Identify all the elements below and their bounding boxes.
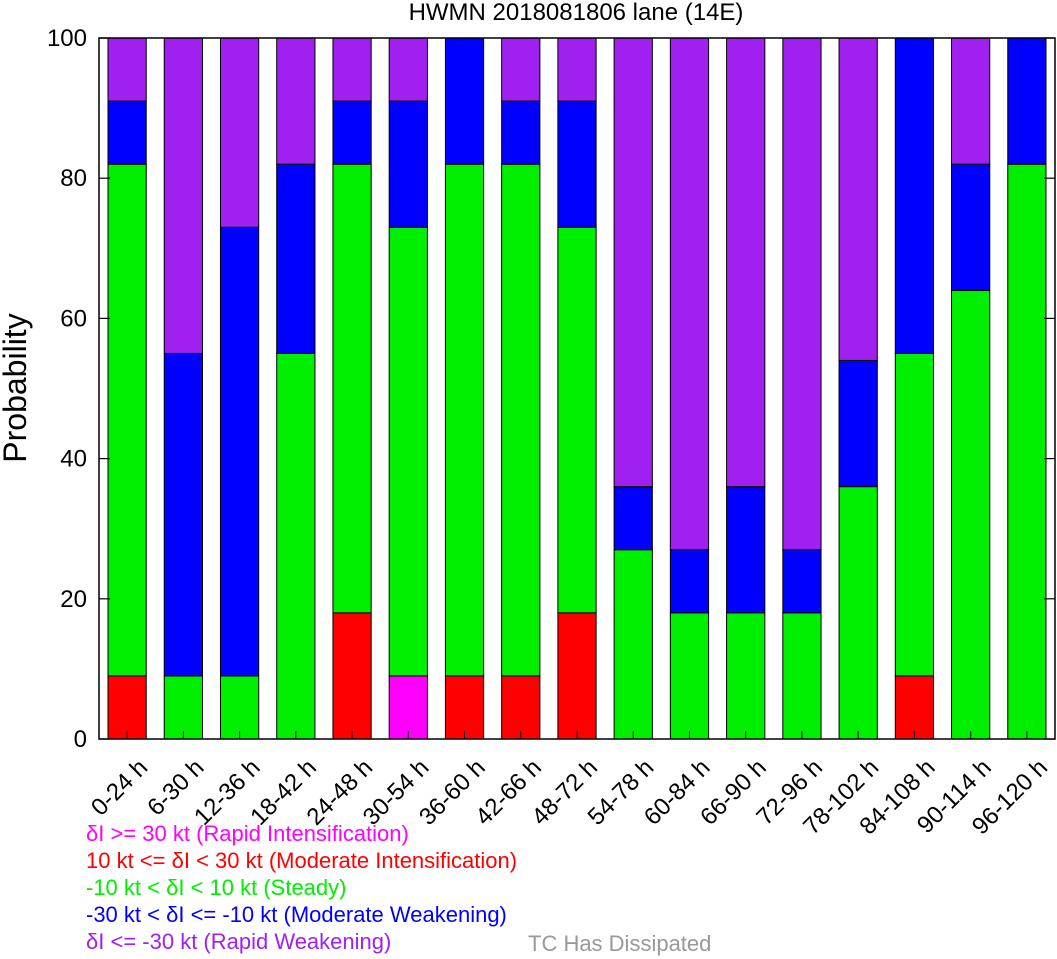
bar-segment-6-1 [444,675,485,740]
legend-item-dissipated: TC Has Dissipated [528,931,712,956]
bar-segment-6-2 [444,163,485,677]
bar-segment-0-3 [107,100,147,165]
bar-segment-6-3 [444,37,485,165]
bar-segment-15-4 [951,37,991,165]
y-ticks-group: 0 20 40 60 80 100 [47,25,1055,753]
bar-segment-10-4 [669,37,710,551]
bars-group [107,37,1047,740]
bar-segment-4-4 [332,37,372,102]
y-tick-label-1: 20 [60,586,87,613]
legend-item-moderate-weakening: -30 kt < δI <= -10 kt (Moderate Weakenin… [86,902,507,927]
bar-segment-0-1 [107,675,147,740]
bar-segment-3-3 [276,163,316,354]
bar-segment-13-3 [838,359,878,488]
bar-segment-8-4 [557,37,597,102]
bar-segment-8-1 [557,612,597,740]
bar-segment-10-3 [669,549,710,614]
bar-segment-10-2 [669,612,710,740]
bar-segment-8-3 [557,100,597,228]
bar-segment-3-2 [276,352,316,740]
bar-segment-16-3 [1007,37,1047,165]
bar-segment-9-3 [613,486,653,551]
plot-frame [98,37,1056,740]
x-tick-label-0: 0-24 h [86,754,153,821]
bar-segment-12-4 [782,37,822,551]
y-tick-label-3: 60 [60,305,87,332]
y-tick-label-2: 40 [60,446,87,473]
bar-segment-12-2 [782,612,822,740]
bar-segment-5-4 [388,37,428,102]
bar-segment-7-1 [501,675,541,740]
bar-segment-11-2 [726,612,766,740]
bar-segment-14-3 [894,37,935,354]
bar-segment-9-2 [613,549,653,740]
bar-segment-9-4 [613,37,653,488]
bar-segment-1-3 [163,352,203,677]
bar-segment-7-2 [501,163,541,677]
legend-item-steady: -10 kt < δI < 10 kt (Steady) [86,875,347,900]
bar-segment-8-2 [557,226,597,614]
bar-segment-2-4 [219,37,260,228]
legend-item-rapid-intensification: δI >= 30 kt (Rapid Intensification) [86,821,409,846]
bar-segment-15-3 [951,163,991,291]
bar-segment-16-2 [1007,163,1047,740]
bar-segment-5-3 [388,100,428,228]
bar-segment-11-3 [726,486,766,614]
bar-segment-12-3 [782,549,822,614]
y-tick-label-0: 0 [74,726,87,753]
y-tick-label-4: 80 [60,165,87,192]
bar-segment-1-2 [163,675,203,740]
legend-item-rapid-weakening: δI <= -30 kt (Rapid Weakening) [86,929,392,954]
legend-item-moderate-intensification: 10 kt <= δI < 30 kt (Moderate Intensific… [86,848,518,873]
bar-segment-13-4 [838,37,878,361]
y-tick-label-5: 100 [47,25,87,52]
bar-segment-1-4 [163,37,203,354]
bar-segment-11-4 [726,37,766,488]
bar-segment-4-1 [332,612,372,740]
bar-segment-2-3 [219,226,260,677]
chart-title: HWMN 2018081806 lane (14E) [409,0,744,26]
bar-segment-5-2 [388,226,428,677]
bar-segment-14-1 [894,675,935,740]
bar-segment-0-2 [107,163,147,677]
bar-segment-5-0 [388,675,428,740]
bar-segment-4-3 [332,100,372,165]
bar-segment-14-2 [894,352,935,677]
bar-segment-15-2 [951,289,991,740]
bar-segment-3-4 [276,37,316,165]
bar-segment-4-2 [332,163,372,614]
bar-segment-0-4 [107,37,147,102]
legend: δI >= 30 kt (Rapid Intensification) 10 k… [86,820,517,955]
bar-segment-2-2 [219,675,260,740]
y-axis-label: Probability [0,313,33,462]
bar-segment-7-4 [501,37,541,102]
bar-segment-7-3 [501,100,541,165]
bar-segment-13-2 [838,486,878,740]
